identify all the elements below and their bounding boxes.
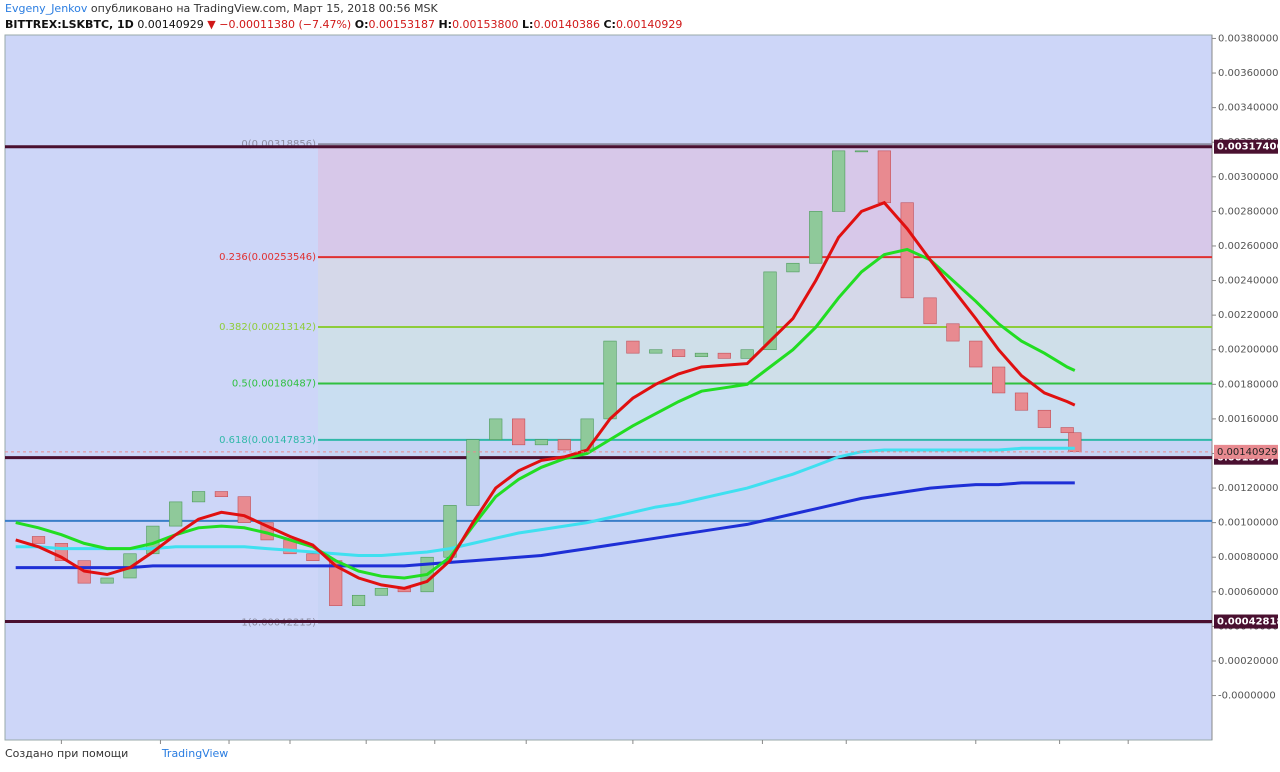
candle <box>191 491 206 503</box>
y-tick-label: 0.00060000 <box>1218 587 1278 598</box>
candle <box>1037 409 1051 428</box>
candle <box>694 352 709 357</box>
y-tick-label: 0.00220000 <box>1218 310 1278 321</box>
y-tick-label: 0.00380000 <box>1218 33 1278 44</box>
candle <box>923 297 937 325</box>
ma-line <box>15 200 1076 590</box>
candle <box>169 501 183 527</box>
candle <box>511 418 526 446</box>
last-price-label: 0.00140929 <box>1217 447 1277 458</box>
y-tick-label: 0.00260000 <box>1218 241 1278 252</box>
brand[interactable]: TradingView <box>161 747 229 760</box>
candle <box>649 349 663 354</box>
y-tick-label: 0.00340000 <box>1218 103 1278 114</box>
fib-zone <box>318 144 1212 258</box>
candle <box>351 594 366 606</box>
ohlc: O:0.00153187 H:0.00153800 L:0.00140386 C… <box>355 18 683 31</box>
y-tick-label: 0.00100000 <box>1218 518 1278 529</box>
candle <box>31 536 46 544</box>
y-tick-label: 0.00200000 <box>1218 345 1278 356</box>
level-tag <box>1214 614 1278 629</box>
candle <box>740 349 754 359</box>
fib-label: 0.382(0.00213142) <box>219 322 316 333</box>
y-tick-label: -0.0000000 <box>1218 691 1276 702</box>
candle <box>969 340 983 368</box>
level-label: 0.00042818 <box>1217 617 1280 628</box>
ohlc-value: 0.00140386 <box>533 18 600 31</box>
ohlc-value: 0.00140929 <box>615 18 683 31</box>
made-with: Создано при помощи <box>5 747 129 760</box>
chart: 0.003800000.003600000.003400000.00320000… <box>4 33 1280 744</box>
publish-line: Evgeny_Jenkov опубликовано на TradingVie… <box>5 2 438 15</box>
candle <box>717 352 731 359</box>
candle <box>1060 427 1074 434</box>
y-tick-label: 0.00240000 <box>1218 276 1278 287</box>
candle <box>854 150 869 153</box>
ohlc-key: L: <box>522 18 534 31</box>
candle <box>946 323 960 342</box>
ma-line <box>15 481 1075 570</box>
candle <box>306 553 320 561</box>
arrow: ▼ <box>207 18 216 31</box>
candle <box>992 366 1006 394</box>
ma-line <box>15 446 1075 557</box>
ohlc-value: 0.00153800 <box>452 18 519 31</box>
ohlc-key: H: <box>438 18 453 31</box>
last-price-tag <box>1214 444 1278 459</box>
candle <box>763 271 777 351</box>
fib-label: 0.618(0.00147833) <box>219 435 316 446</box>
candle <box>603 340 617 420</box>
fib-label: 1(0.00042215) <box>241 618 316 629</box>
price: 0.00140929 <box>137 18 204 31</box>
candle <box>374 588 389 596</box>
candle <box>672 349 686 357</box>
candle <box>214 491 228 497</box>
level-tag <box>1214 139 1278 154</box>
candle <box>877 150 891 204</box>
y-tick-label: 0.00300000 <box>1218 172 1278 183</box>
y-tick-label: 0.00020000 <box>1218 656 1278 667</box>
candle <box>489 418 503 440</box>
ohlc-key: C: <box>603 18 616 31</box>
ohlc-value: 0.00153187 <box>368 18 435 31</box>
candle <box>557 439 571 451</box>
candle <box>534 439 549 446</box>
ma-line <box>15 247 1076 580</box>
candle <box>786 262 800 273</box>
symbol-line: BITTREX:LSKBTC, 1D 0.00140929 ▼ −0.00011… <box>5 18 682 31</box>
fib-label: 0.5(0.00180487) <box>232 378 316 389</box>
y-tick-label: 0.00280000 <box>1218 206 1278 217</box>
candle <box>809 211 823 264</box>
y-tick-label: 0.00120000 <box>1218 483 1278 494</box>
published: опубликовано на TradingView.com, Март 15… <box>90 2 438 15</box>
fib-label: 0.236(0.00253546) <box>219 252 316 263</box>
y-tick-label: 0.00080000 <box>1218 552 1278 563</box>
fib-label: 0(0.00318856) <box>241 139 316 150</box>
candle <box>626 340 640 354</box>
candle <box>100 577 114 584</box>
candle <box>466 439 480 506</box>
candle <box>1014 392 1029 411</box>
fib-zone <box>318 383 1212 440</box>
author[interactable]: Evgeny_Jenkov <box>5 2 88 15</box>
y-tick-label: 0.00180000 <box>1218 379 1278 390</box>
footer: Создано при помощи TradingView <box>5 747 228 760</box>
y-tick-label: 0.00360000 <box>1218 68 1278 79</box>
change: −0.00011380 (−7.47%) <box>219 18 352 31</box>
y-tick-label: 0.00160000 <box>1218 414 1278 425</box>
candle <box>832 150 846 212</box>
ohlc-key: O: <box>354 18 369 31</box>
symbol: BITTREX:LSKBTC, 1D <box>5 18 134 31</box>
level-label: 0.00317406 <box>1217 142 1280 153</box>
